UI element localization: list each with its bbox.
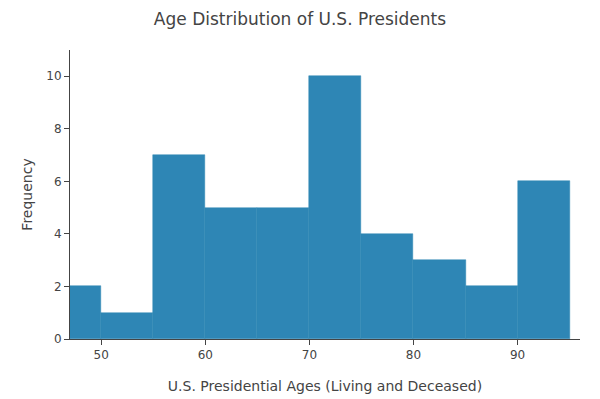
svg-text:50: 50 (94, 348, 109, 362)
svg-text:60: 60 (198, 348, 213, 362)
svg-text:U.S. Presidential Ages (Living: U.S. Presidential Ages (Living and Decea… (168, 378, 482, 394)
svg-text:70: 70 (302, 348, 317, 362)
svg-text:2: 2 (54, 280, 62, 294)
svg-text:6: 6 (54, 175, 62, 189)
svg-text:8: 8 (54, 122, 62, 136)
svg-text:80: 80 (406, 348, 421, 362)
svg-text:10: 10 (46, 69, 61, 83)
svg-text:90: 90 (510, 348, 525, 362)
svg-text:0: 0 (54, 332, 62, 346)
svg-text:Age Distribution of U.S. Presi: Age Distribution of U.S. Presidents (154, 9, 446, 29)
svg-text:4: 4 (54, 227, 62, 241)
svg-text:Frequency: Frequency (19, 158, 35, 230)
